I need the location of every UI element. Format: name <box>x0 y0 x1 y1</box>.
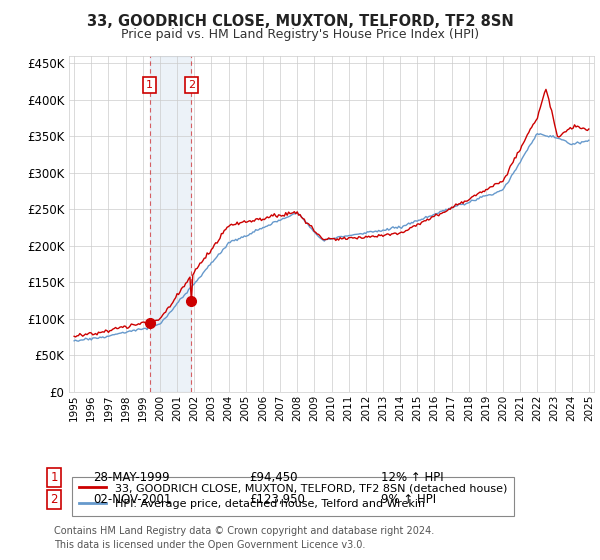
Text: 1: 1 <box>50 470 58 484</box>
Text: 02-NOV-2001: 02-NOV-2001 <box>93 493 172 506</box>
Text: £94,450: £94,450 <box>249 470 298 484</box>
Legend: 33, GOODRICH CLOSE, MUXTON, TELFORD, TF2 8SN (detached house), HPI: Average pric: 33, GOODRICH CLOSE, MUXTON, TELFORD, TF2… <box>72 477 514 516</box>
Text: £123,950: £123,950 <box>249 493 305 506</box>
Text: 28-MAY-1999: 28-MAY-1999 <box>93 470 170 484</box>
Text: 9% ↑ HPI: 9% ↑ HPI <box>381 493 436 506</box>
Text: 1: 1 <box>146 80 153 90</box>
Bar <box>149 56 191 392</box>
Text: 2: 2 <box>188 80 195 90</box>
Text: Contains HM Land Registry data © Crown copyright and database right 2024.
This d: Contains HM Land Registry data © Crown c… <box>54 526 434 549</box>
Text: 33, GOODRICH CLOSE, MUXTON, TELFORD, TF2 8SN: 33, GOODRICH CLOSE, MUXTON, TELFORD, TF2… <box>86 14 514 29</box>
Text: 12% ↑ HPI: 12% ↑ HPI <box>381 470 443 484</box>
Text: 2: 2 <box>50 493 58 506</box>
Text: Price paid vs. HM Land Registry's House Price Index (HPI): Price paid vs. HM Land Registry's House … <box>121 28 479 41</box>
